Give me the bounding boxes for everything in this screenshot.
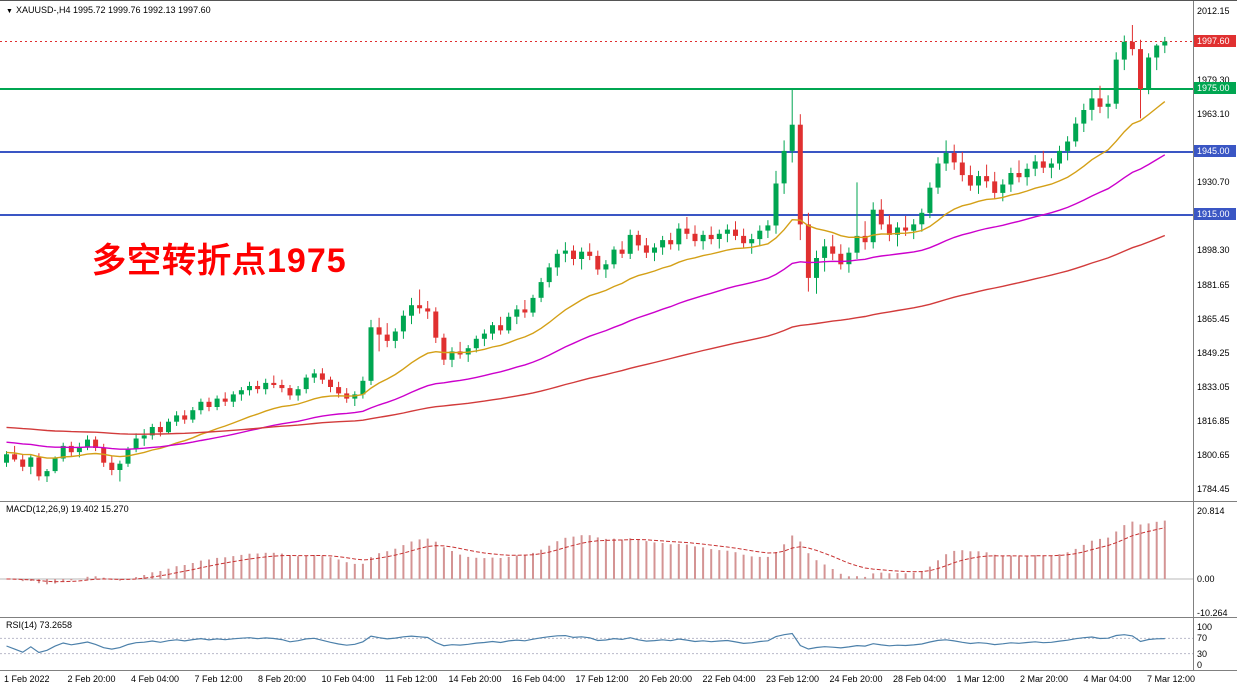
rsi-tick-label: 100 bbox=[1197, 622, 1213, 632]
time-tick-label: 7 Mar 12:00 bbox=[1147, 674, 1196, 684]
macd-tick-label: 0.00 bbox=[1197, 574, 1215, 584]
time-tick-label: 7 Feb 12:00 bbox=[194, 674, 243, 684]
horizontal-level-lines bbox=[0, 87, 1193, 216]
ma-48-line bbox=[6, 154, 1166, 450]
ma-120-line bbox=[6, 234, 1166, 435]
price-tick-label: 1865.45 bbox=[1197, 313, 1230, 324]
price-tag-1997.60: 1997.60 bbox=[1194, 35, 1236, 48]
time-axis-separator bbox=[0, 670, 1237, 671]
price-tick-label: 1784.45 bbox=[1197, 484, 1230, 494]
rsi-line bbox=[6, 632, 1165, 654]
time-tick-label: 14 Feb 20:00 bbox=[448, 674, 502, 684]
time-tick-label: 8 Feb 20:00 bbox=[258, 674, 307, 684]
rsi-indicator-label: RSI(14) 73.2658 bbox=[6, 620, 73, 630]
symbol-ohlc-text: XAUUSD-,H4 1995.72 1999.76 1992.13 1997.… bbox=[15, 5, 211, 15]
time-axis[interactable]: 1 Feb 2022 2 Feb 20:00 4 Feb 04:00 7 Feb 12… bbox=[0, 670, 1196, 691]
price-tick-label: 1816.85 bbox=[1197, 415, 1230, 426]
price-axis-separator bbox=[1193, 1, 1194, 670]
rsi-panel-separator[interactable] bbox=[0, 617, 1237, 618]
time-tick-label: 24 Feb 20:00 bbox=[829, 674, 883, 684]
price-tick-label: 1800.65 bbox=[1197, 449, 1230, 460]
macd-tick-label: -10.264 bbox=[1197, 607, 1228, 618]
price-tick-label: 1979.30 bbox=[1197, 74, 1230, 85]
time-tick-label: 4 Mar 04:00 bbox=[1083, 674, 1132, 684]
price-tick-label: 2012.15 bbox=[1197, 6, 1230, 16]
price-tick-label: 1833.05 bbox=[1197, 381, 1230, 392]
price-tick-label: 1963.10 bbox=[1197, 108, 1230, 119]
price-axis[interactable]: 2012.15 1979.30 1963.10 1930.70 1898.30 1881.… bbox=[1194, 1, 1237, 691]
time-tick-label: 4 Feb 04:00 bbox=[131, 674, 180, 684]
rsi-tick-label: 0 bbox=[1197, 660, 1203, 670]
chart-annotation-text[interactable]: 多空转折点1975 bbox=[92, 242, 347, 280]
price-tag-1915.00: 1915.00 bbox=[1194, 208, 1236, 221]
rsi-tick-label: 30 bbox=[1197, 648, 1208, 659]
symbol-ohlc-line: ▼ XAUUSD-,H4 1995.72 1999.76 1992.13 1997… bbox=[6, 5, 211, 15]
time-tick-label: 23 Feb 12:00 bbox=[766, 674, 820, 684]
macd-signal-line bbox=[6, 527, 1165, 583]
macd-panel-canvas[interactable] bbox=[0, 501, 1193, 617]
time-tick-label: 11 Feb 12:00 bbox=[385, 674, 438, 684]
dropdown-arrow-icon[interactable]: ▼ bbox=[6, 8, 13, 15]
macd-histogram bbox=[13, 520, 1166, 585]
time-tick-label: 22 Feb 04:00 bbox=[702, 674, 756, 684]
ma-20-line bbox=[6, 101, 1166, 459]
price-tick-label: 1849.25 bbox=[1197, 347, 1230, 358]
macd-indicator-label: MACD(12,26,9) 19.402 15.270 bbox=[6, 504, 129, 514]
price-tick-label: 1898.30 bbox=[1197, 245, 1230, 255]
time-tick-label: 10 Feb 04:00 bbox=[321, 674, 375, 684]
price-tag-1945.00: 1945.00 bbox=[1194, 145, 1236, 158]
time-tick-label: 1 Feb 2022 bbox=[4, 674, 50, 684]
price-tick-label: 1930.70 bbox=[1197, 176, 1230, 187]
time-tick-label: 16 Feb 04:00 bbox=[512, 674, 566, 684]
candlestick-series bbox=[4, 25, 1168, 482]
price-tick-label: 1881.65 bbox=[1197, 279, 1230, 290]
macd-tick-label: 20.814 bbox=[1197, 506, 1225, 516]
rsi-panel-canvas[interactable] bbox=[0, 617, 1193, 670]
time-tick-label: 17 Feb 12:00 bbox=[575, 674, 629, 684]
macd-panel-separator[interactable] bbox=[0, 501, 1237, 502]
rsi-tick-label: 70 bbox=[1197, 633, 1208, 644]
time-tick-label: 2 Feb 20:00 bbox=[67, 674, 116, 684]
time-tick-label: 28 Feb 04:00 bbox=[893, 674, 947, 684]
time-tick-label: 2 Mar 20:00 bbox=[1020, 674, 1069, 684]
time-tick-label: 1 Mar 12:00 bbox=[956, 674, 1005, 684]
time-tick-label: 20 Feb 20:00 bbox=[639, 674, 693, 684]
price-chart-canvas[interactable] bbox=[0, 1, 1193, 501]
price-tag-1975.00: 1975.00 bbox=[1194, 82, 1236, 95]
